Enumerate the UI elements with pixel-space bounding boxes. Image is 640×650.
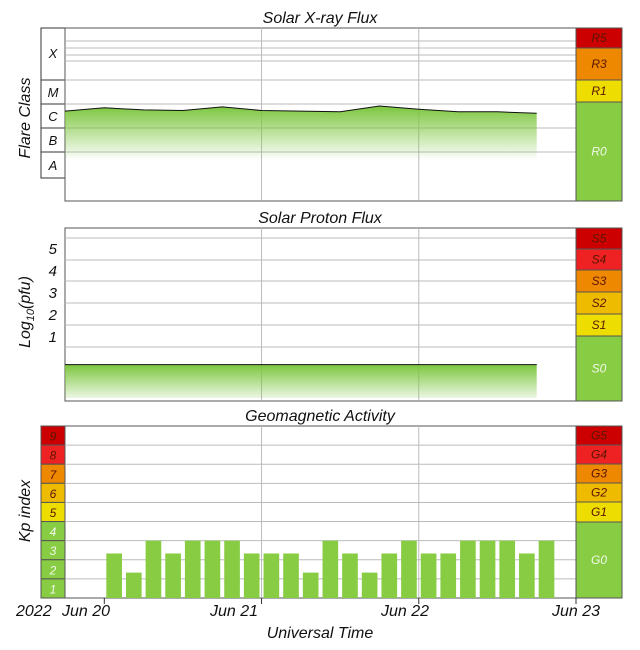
year-label: 2022 [15, 603, 52, 620]
kp-level-label: 3 [50, 544, 57, 558]
xray-scale-band [575, 47, 623, 81]
xray-class-label: M [48, 85, 59, 100]
proton-scale-band [575, 335, 623, 402]
proton-ylabel: Log10(pfu) [17, 276, 37, 348]
xray-flux-line [64, 105, 537, 114]
kp-bar [420, 553, 437, 598]
proton-title: Solar Proton Flux [258, 210, 383, 227]
xray-class-label: X [48, 46, 59, 61]
xlabel: Universal Time [267, 625, 374, 642]
xray-class-label: B [49, 133, 58, 148]
proton-scale-label: S3 [592, 274, 607, 288]
kp-bar [125, 572, 142, 598]
date-label: Jun 21 [209, 603, 258, 620]
kp-bar [145, 540, 162, 598]
kp-level-label: 4 [50, 525, 57, 539]
proton-tick-label: 3 [49, 285, 58, 302]
xray-class-box [40, 27, 66, 179]
xray-scale-label: R3 [591, 57, 607, 71]
kp-bar [342, 553, 358, 598]
kp-level-label: 2 [49, 563, 57, 577]
kp-scale-label: G1 [591, 505, 607, 519]
xray-scale-label: R1 [591, 84, 606, 98]
proton-tick-label: 4 [49, 263, 57, 280]
kp-panel: Geomagnetic Activity Kp index 987654321 … [17, 408, 623, 599]
proton-scale-label: S4 [592, 253, 607, 267]
date-label: Jun 23 [551, 603, 600, 620]
proton-tick-label: 2 [48, 307, 58, 324]
xray-scale-label: R5 [591, 31, 607, 45]
kp-bar [165, 553, 181, 598]
xray-ylabel: Flare Class [17, 78, 34, 159]
kp-bar [440, 553, 457, 598]
kp-scale-label: G5 [591, 429, 607, 443]
kp-bar [381, 553, 398, 598]
kp-bar [479, 540, 496, 598]
kp-bar [224, 540, 240, 598]
kp-bar [538, 540, 555, 598]
kp-bar [499, 540, 516, 598]
kp-bar [401, 540, 417, 598]
xray-class-label: C [48, 109, 58, 124]
kp-level-label: 1 [50, 582, 57, 596]
kp-level-label: 6 [50, 487, 57, 501]
xray-scale-band [575, 101, 623, 202]
kp-plot-area [64, 425, 577, 599]
kp-bar [519, 553, 535, 598]
proton-flux-area [65, 364, 537, 398]
proton-tick-label: 5 [49, 241, 58, 258]
kp-level-label: 8 [50, 449, 57, 463]
kp-bar [283, 553, 299, 598]
date-label: Jun 20 [61, 603, 110, 620]
kp-level-label: 5 [50, 506, 57, 520]
kp-bar [460, 540, 476, 598]
xray-title: Solar X-ray Flux [263, 10, 379, 27]
proton-tick-label: 1 [49, 329, 57, 346]
kp-bar [322, 540, 339, 598]
kp-bar [184, 540, 201, 598]
proton-scale-label: S2 [592, 296, 607, 310]
kp-bar [106, 553, 122, 598]
proton-scale-label: S5 [592, 232, 607, 246]
proton-scale-label: S0 [592, 362, 607, 376]
kp-scale-label: G2 [591, 486, 607, 500]
kp-scale-label: G3 [591, 467, 607, 481]
xray-scale-label: R0 [591, 145, 607, 159]
xray-flux-area [65, 106, 537, 160]
kp-title: Geomagnetic Activity [245, 408, 396, 425]
time-axis: 2022 Jun 20 Jun 21 Jun 22 Jun 23 Universal … [15, 598, 600, 642]
xray-class-label: A [48, 158, 58, 173]
kp-bar [361, 572, 378, 598]
kp-ylabel: Kp index [17, 479, 34, 542]
kp-bar [243, 553, 260, 598]
kp-bar [263, 553, 280, 598]
kp-scale-label: G0 [591, 553, 607, 567]
proton-panel: Solar Proton Flux Log10(pfu) 5 4 3 2 1 S5 S4 S… [17, 210, 623, 402]
kp-scale-band [575, 521, 623, 599]
kp-level-label: 9 [50, 430, 57, 444]
date-label: Jun 22 [380, 603, 429, 620]
kp-bar [204, 540, 221, 598]
proton-scale-label: S1 [592, 318, 607, 332]
kp-bar [302, 572, 319, 598]
kp-scale-label: G4 [591, 448, 607, 462]
kp-level-label: 7 [50, 468, 58, 482]
